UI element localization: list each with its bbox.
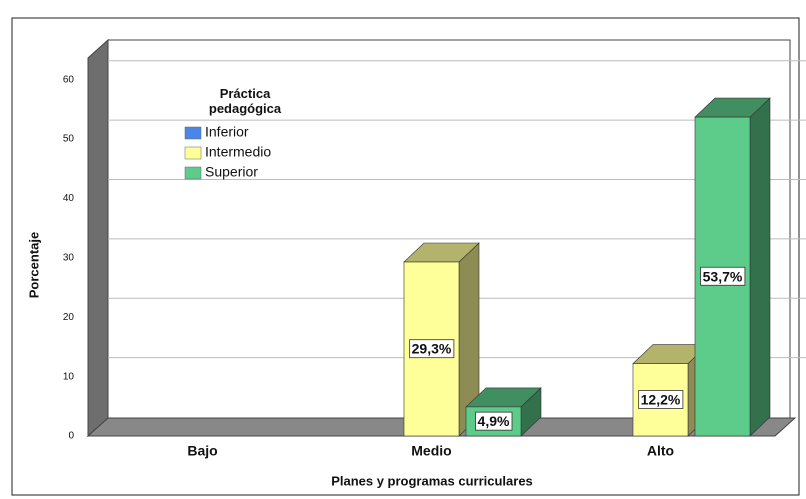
y-axis-title: Porcentaje [26,232,41,298]
y-tick-label: 0 [68,431,74,442]
value-label-group: 53,7% [700,266,746,286]
value-label-box [475,411,513,431]
x-axis-title: Planes y programas curriculares [331,473,533,488]
value-label: 29,3% [412,341,452,357]
value-label-group: 29,3% [409,339,455,359]
value-label: 4,9% [478,413,510,429]
legend-swatch [184,146,202,160]
y-tick-label: 60 [63,74,75,85]
value-label-box [700,266,746,286]
x-tick-label: Medio [411,443,451,459]
x-tick-label: Alto [647,443,674,459]
y-tick-label: 20 [63,312,75,323]
left-wall [87,38,109,438]
legend-label: Intermedio [205,144,271,160]
y-tick-label: 10 [63,371,75,382]
x-tick-label: Bajo [187,443,217,459]
y-tick-label: 50 [63,134,75,145]
value-label: 12,2% [641,391,681,407]
value-label-group: 4,9% [475,411,513,431]
legend-label: Inferior [205,124,249,140]
value-label-box [409,339,455,359]
value-label: 53,7% [703,268,743,284]
y-tick-label: 30 [63,252,75,263]
value-label-box [638,390,684,409]
legend-title: Práctica pedagógica [209,86,282,116]
legend-swatch [184,166,202,180]
value-label-group: 12,2% [638,390,684,409]
legend-swatch [184,126,202,140]
legend-label: Superior [205,164,258,180]
bar-side [749,97,771,437]
y-tick-label: 40 [63,193,75,204]
